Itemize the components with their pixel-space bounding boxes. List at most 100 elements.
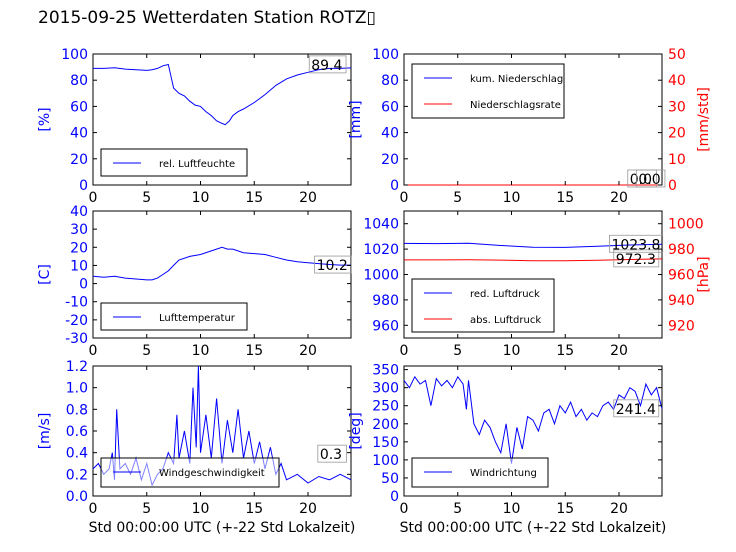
y-tick-label: 40 — [70, 204, 88, 220]
current-value-label-box — [635, 169, 666, 188]
y-tick-label: 80 — [70, 73, 88, 89]
x-tick-label: 0 — [89, 501, 98, 517]
y-tick-label: 80 — [381, 73, 399, 89]
current-value-label-box — [613, 399, 660, 418]
y2-tick-label: 50 — [668, 47, 686, 63]
plot-p4: 0 5 10 15 20 960 980 1000 1020 1040 920 940 960 980 10… — [363, 210, 712, 359]
y-tick-label: 20 — [381, 152, 399, 168]
y-tick-label: -10 — [65, 295, 88, 311]
current-value-label-box — [613, 249, 660, 268]
series-line-windrichtung — [403, 375, 663, 464]
y-tick-label: -30 — [65, 331, 88, 347]
legend-box — [411, 63, 565, 119]
y-tick-label: 1.0 — [66, 381, 88, 397]
x-tick-label: 10 — [192, 190, 210, 206]
plot-frame — [92, 53, 352, 186]
y-tick-label: 0 — [79, 178, 88, 194]
current-value-label: 1023.8 — [611, 237, 660, 253]
y-tick-label: 250 — [372, 399, 399, 415]
x-tick-label: 15 — [556, 501, 574, 517]
series-line-lufttemperatur — [92, 246, 351, 281]
y-tick-label: 0.6 — [66, 424, 88, 440]
legend-label: rel. Luftfeuchte — [159, 159, 235, 170]
current-value-label: 10.2 — [317, 258, 348, 274]
x-tick-label: 5 — [142, 190, 151, 206]
y-tick-label: 980 — [372, 293, 399, 309]
y2-tick-label: 960 — [668, 268, 695, 284]
y2-axis-label: [mm/std] — [696, 87, 712, 152]
y2-tick-label: 20 — [668, 126, 686, 142]
x-tick-label: 10 — [503, 501, 521, 517]
x-tick-label: 0 — [400, 343, 409, 359]
y-axis-label: [C] — [37, 264, 53, 285]
current-value-label-box — [308, 55, 347, 74]
plot-frame — [403, 365, 663, 497]
y-tick-label: 1020 — [363, 242, 399, 258]
y-tick-label: 100 — [372, 453, 399, 469]
x-tick-label: 0 — [89, 343, 98, 359]
y-tick-label: 60 — [70, 99, 88, 115]
y-tick-label: 0.0 — [66, 489, 88, 505]
x-tick-label: 10 — [192, 343, 210, 359]
y-tick-label: 0 — [390, 178, 399, 194]
y-axis-label: [%] — [37, 107, 53, 131]
x-tick-label: 10 — [503, 190, 521, 206]
x-tick-label: 20 — [610, 190, 628, 206]
y-tick-label: 1000 — [363, 268, 399, 284]
x-tick-label: 15 — [245, 501, 263, 517]
legend: kum. Niederschlag Niederschlagsrate — [411, 63, 565, 119]
y-tick-label: 40 — [70, 126, 88, 142]
y-tick-label: 150 — [372, 435, 399, 451]
legend-label: Windrichtung — [470, 468, 537, 479]
y2-axis-label: [hPa] — [696, 256, 712, 292]
y-tick-label: 60 — [381, 99, 399, 115]
y-tick-label: 300 — [372, 381, 399, 397]
current-value-label-box — [317, 444, 347, 463]
x-axis-label: Std 00:00:00 UTC (+-22 Std Lokalzeit) — [400, 520, 667, 536]
x-tick-label: 0 — [89, 190, 98, 206]
y-tick-label: 100 — [372, 47, 399, 63]
current-value-label: 89.4 — [311, 58, 342, 74]
y-tick-label: 30 — [70, 222, 88, 238]
legend-label: red. Luftdruck — [470, 289, 540, 300]
x-tick-label: 10 — [192, 501, 210, 517]
y2-tick-label: 940 — [668, 293, 695, 309]
x-tick-label: 20 — [610, 343, 628, 359]
y-tick-label: 0 — [390, 489, 399, 505]
x-tick-label: 15 — [556, 343, 574, 359]
legend: rel. Luftfeuchte — [100, 148, 248, 177]
legend: Windgeschwindigkeit — [100, 457, 280, 488]
x-tick-label: 0 — [400, 501, 409, 517]
x-tick-label: 20 — [299, 190, 317, 206]
x-tick-label: 20 — [610, 501, 628, 517]
current-value-label-box — [609, 234, 664, 253]
current-value-label: 241.4 — [616, 402, 656, 418]
x-axis-label: Std 00:00:00 UTC (+-22 Std Lokalzeit) — [89, 520, 356, 536]
y-tick-label: 50 — [381, 471, 399, 487]
x-tick-label: 5 — [142, 501, 151, 517]
x-tick-label: 5 — [453, 501, 462, 517]
y2-tick-label: 980 — [668, 242, 695, 258]
plot-p1: 0 5 10 15 20 0 20 40 60 80 100 [%] rel. Luftfeuchte 8… — [37, 47, 352, 206]
current-value-label: 0.3 — [320, 447, 342, 463]
x-tick-label: 15 — [556, 190, 574, 206]
legend-label: abs. Luftdruck — [470, 315, 541, 326]
legend: red. Luftdruck abs. Luftdruck — [411, 278, 555, 333]
y-axis-label: [mm] — [348, 100, 364, 138]
legend-label: Lufttemperatur — [159, 313, 236, 324]
current-value-label: 0.0 — [638, 172, 660, 188]
x-tick-label: 5 — [453, 343, 462, 359]
figure-title: 2015-09-25 Wetterdaten Station ROTZ▯ — [38, 8, 376, 28]
y-tick-label: 20 — [70, 152, 88, 168]
y-axis-label: [deg] — [348, 412, 364, 449]
legend-box — [411, 278, 555, 333]
y-tick-label: 20 — [70, 240, 88, 256]
x-tick-label: 20 — [299, 501, 317, 517]
y2-tick-label: 0 — [668, 178, 677, 194]
x-tick-label: 20 — [299, 343, 317, 359]
y-tick-label: 350 — [372, 363, 399, 379]
y-tick-label: 0.8 — [66, 402, 88, 418]
y2-tick-label: 30 — [668, 99, 686, 115]
y-tick-label: 1040 — [363, 217, 399, 233]
y-tick-label: 100 — [61, 47, 88, 63]
